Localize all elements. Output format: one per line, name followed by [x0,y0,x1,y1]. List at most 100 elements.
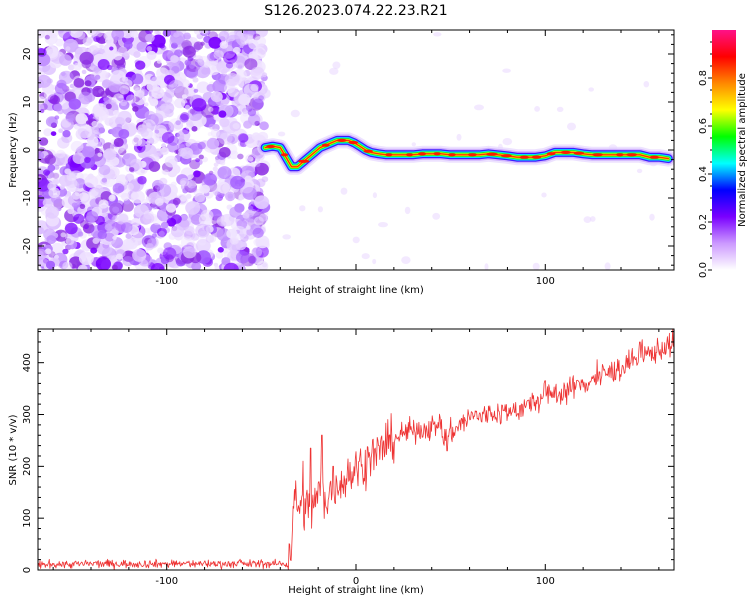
noise-blob [138,92,143,97]
noise-blob [556,106,564,112]
ridge-hotspot [616,153,624,157]
noise-blob [247,156,254,162]
noise-blob [247,255,257,264]
noise-blob [121,239,135,250]
noise-blob [55,38,64,47]
noise-blob [372,258,377,265]
noise-blob [195,223,211,238]
noise-blob [108,194,116,202]
noise-blob [84,80,92,87]
noise-blob [119,85,130,95]
noise-blob [95,257,111,270]
noise-blob [120,99,128,107]
noise-blob [181,40,192,50]
noise-blob [245,225,251,230]
noise-blob [186,193,192,199]
noise-blob [62,261,73,270]
noise-blob [282,234,292,240]
noise-blob [112,183,125,194]
noise-blob [185,201,201,215]
noise-blob [223,262,239,270]
noise-blob [132,231,143,242]
noise-blob [213,162,219,167]
noise-blob [137,175,147,185]
noise-blob [39,196,45,202]
noise-blob [86,211,99,222]
noise-blob [256,260,269,270]
noise-blob [103,149,114,159]
noise-blob [70,140,84,153]
noise-blob [158,230,165,237]
noise-blob [214,265,220,270]
noise-blob [154,197,164,206]
noise-blob [230,175,245,190]
noise-blob [69,83,75,89]
noise-blob [194,55,204,63]
noise-blob [252,98,264,110]
noise-blob [38,48,47,57]
noise-blob [184,59,192,66]
noise-blob [174,49,183,58]
noise-blob [55,149,66,159]
ridge-hotspot [486,152,498,156]
noise-blob [411,142,416,147]
spectrogram-y-axis-label: Frequency (Hz) [8,112,19,188]
noise-blob [130,158,143,170]
noise-blob [340,187,348,195]
noise-blob [64,168,71,175]
noise-blob [184,226,195,235]
noise-blob [194,192,206,203]
noise-blob [137,124,148,134]
noise-blob [215,251,224,259]
noise-blob [153,148,163,157]
noise-blob [89,198,101,208]
noise-blob [76,31,86,40]
noise-blob [93,129,98,135]
noise-blob [250,161,256,167]
ridge-hotspot [467,153,477,157]
colorbar-label: Normalized spectral amplitude [737,73,748,227]
noise-blob [46,235,57,245]
noise-blob [68,98,82,110]
noise-blob [189,185,198,193]
noise-blob [151,87,165,99]
noise-blob [255,235,270,249]
noise-blob [185,141,192,147]
noise-blob [206,53,216,62]
ridge-hotspot [298,159,310,163]
noise-blob [75,113,88,125]
noise-blob [58,30,71,39]
noise-blob [161,143,167,148]
noise-blob [604,262,611,270]
noise-blob [195,239,211,253]
noise-blob [193,41,204,50]
ridge-hotspot [501,154,512,158]
noise-blob [433,32,442,37]
noise-blob [122,250,135,262]
noise-blob [50,131,57,137]
noise-blob [145,123,152,129]
ridge-hotspot [433,152,441,156]
noise-blob [243,83,259,97]
noise-blob [153,124,167,137]
noise-blob [191,126,198,132]
noise-blob [131,217,141,227]
noise-blob [317,206,323,213]
noise-blob [117,46,128,55]
noise-blob [212,79,228,94]
noise-blob [218,131,233,145]
noise-blob [43,169,51,176]
y-tick-label: 0 [22,147,33,153]
noise-blob [39,137,49,146]
noise-blob [147,238,158,248]
noise-blob [179,177,190,187]
y-tick-label: 400 [22,353,33,372]
noise-blob [242,212,250,219]
y-tick-label: 200 [22,457,33,476]
noise-blob [257,131,269,142]
noise-blob [332,61,341,69]
noise-blob [583,216,592,224]
noise-blob [97,241,113,256]
noise-blob [378,222,388,228]
